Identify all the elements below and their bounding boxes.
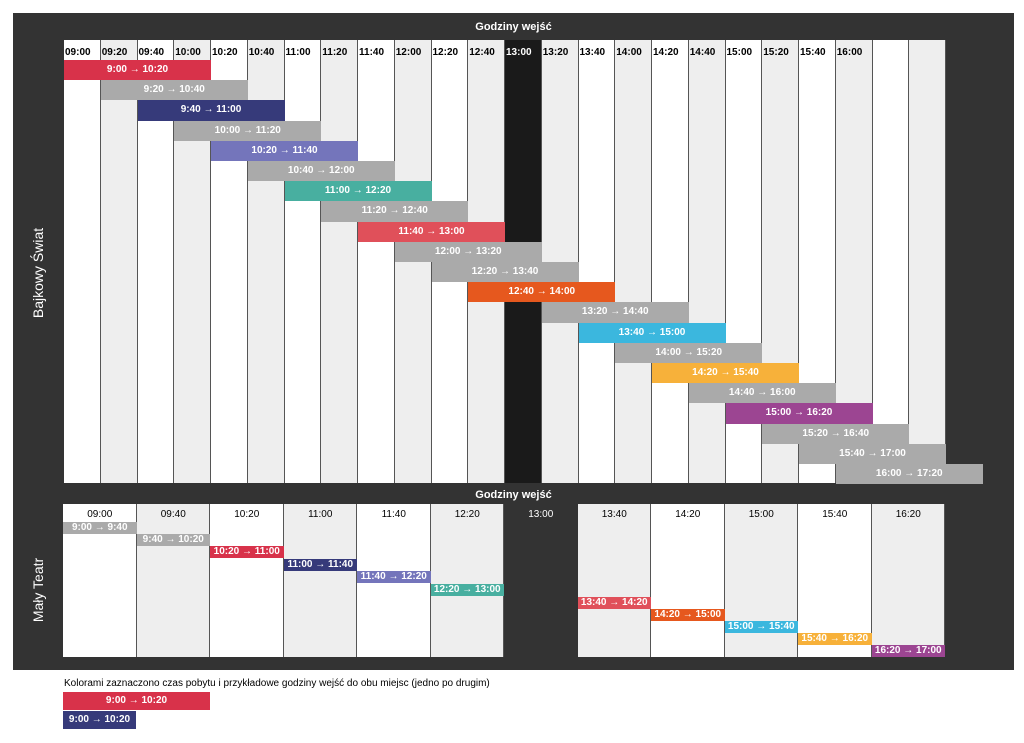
top-side-label: Bajkowy Świat <box>30 227 46 319</box>
top-column <box>541 40 579 483</box>
top-visit-bar: 15:20 → 16:40 <box>762 423 910 444</box>
top-column-header: 12:20 <box>432 47 459 58</box>
top-column <box>64 40 101 483</box>
bottom-column-header: 09:40 <box>160 509 186 520</box>
bottom-column-header: 12:20 <box>454 509 480 520</box>
top-column-header: 12:00 <box>395 47 422 58</box>
bottom-visit-bar: 12:20 → 13:00 <box>430 584 504 597</box>
top-column <box>321 40 358 483</box>
top-visit-bar: 13:40 → 15:00 <box>578 322 726 343</box>
top-column <box>284 40 322 483</box>
bottom-column <box>651 504 725 657</box>
top-column-header: 09:20 <box>101 47 128 58</box>
top-column-header: 09:40 <box>138 47 165 58</box>
top-column <box>909 40 946 483</box>
top-visit-bar: 10:40 → 12:00 <box>247 161 395 182</box>
top-visit-bar: 11:20 → 12:40 <box>321 201 469 222</box>
top-column-header: 13:00 <box>506 47 532 58</box>
top-column <box>578 40 616 483</box>
top-column-header: 11:00 <box>285 47 311 58</box>
top-column-header: 10:20 <box>212 47 238 58</box>
top-column <box>688 40 726 483</box>
top-visit-bar: 11:40 → 13:00 <box>358 221 505 242</box>
bottom-visit-bar: 13:40 → 14:20 <box>577 597 651 610</box>
bottom-column <box>798 504 872 657</box>
bottom-column-header: 11:40 <box>381 509 406 520</box>
top-visit-bar: 14:40 → 16:00 <box>688 383 836 404</box>
bottom-panel-title: Godziny wejść <box>475 489 552 501</box>
top-column-header: 14:20 <box>653 47 679 58</box>
top-visit-bar: 9:20 → 10:40 <box>100 80 248 101</box>
top-column-header: 11:20 <box>322 47 348 58</box>
maly-teatr-panel: Godziny wejść Mały Teatr 09:00 09:40 10:20… <box>13 489 1014 670</box>
top-visit-bar: 9:00 → 10:20 <box>64 60 211 81</box>
top-column <box>615 40 652 483</box>
bottom-column-header: 14:20 <box>675 509 701 520</box>
top-visit-bar: 12:20 → 13:40 <box>431 262 579 283</box>
bottom-column <box>577 504 651 657</box>
top-column-header: 10:40 <box>248 47 275 58</box>
bottom-visit-bar: 14:20 → 15:00 <box>651 609 725 622</box>
top-visit-bar: 12:00 → 13:20 <box>394 241 542 262</box>
bottom-column <box>724 504 798 657</box>
bajkowy-swiat-panel: Godziny wejść Bajkowy Świat 09:00 09:20 09… <box>13 13 1014 490</box>
bottom-column-header: 16:20 <box>895 509 921 520</box>
legend-sample-bar: 9:00 → 10:20 <box>63 692 210 710</box>
bottom-column-header: 13:00 <box>528 509 554 520</box>
bottom-column-header: 09:00 <box>87 509 113 520</box>
top-column-header: 10:00 <box>175 47 201 58</box>
top-column-header: 13:20 <box>542 47 569 58</box>
top-visit-bar: 11:00 → 12:20 <box>284 181 432 202</box>
top-column-header: 14:40 <box>689 47 716 58</box>
top-panel-title: Godziny wejść <box>475 21 552 33</box>
bottom-visit-bar: 16:20 → 17:00 <box>871 645 945 658</box>
top-visit-bar: 15:40 → 17:00 <box>799 443 946 464</box>
bottom-visit-bar: 15:40 → 16:20 <box>798 633 872 646</box>
bottom-visit-bar: 15:00 → 15:40 <box>724 621 798 634</box>
top-column-header: 15:40 <box>800 47 826 58</box>
top-visit-bar: 14:00 → 15:20 <box>615 342 763 363</box>
top-visit-bar: 15:00 → 16:20 <box>725 403 873 424</box>
top-visit-bar: 14:20 → 15:40 <box>652 363 799 384</box>
top-column <box>652 40 689 483</box>
top-visit-bar: 10:00 → 11:20 <box>174 120 322 141</box>
bottom-visit-bar: 11:00 → 11:40 <box>283 559 357 572</box>
top-column <box>358 40 395 483</box>
bottom-column <box>136 504 210 657</box>
bottom-column-header: 10:20 <box>234 509 260 520</box>
bottom-column <box>283 504 357 657</box>
top-visit-bar: 13:20 → 14:40 <box>541 302 689 323</box>
legend-sample-bar: 9:00 → 10:20 <box>63 711 136 729</box>
bottom-visit-bar: 9:40 → 10:20 <box>136 534 210 547</box>
bottom-column <box>210 504 284 657</box>
top-column-header: 12:40 <box>469 47 495 58</box>
legend-caption: Kolorami zaznaczono czas pobytu i przykł… <box>64 678 490 689</box>
top-visit-bar: 16:00 → 17:20 <box>835 464 983 485</box>
top-column-header: 11:40 <box>359 47 385 58</box>
bottom-column-header: 13:40 <box>601 509 627 520</box>
bottom-column-header: 11:00 <box>308 509 333 520</box>
bottom-visit-bar: 11:40 → 12:20 <box>357 571 431 584</box>
top-visit-bar: 9:40 → 11:00 <box>137 100 285 121</box>
top-column-header: 13:40 <box>579 47 606 58</box>
bottom-visit-bar: 10:20 → 11:00 <box>210 546 284 559</box>
bottom-column-header: 15:40 <box>822 509 848 520</box>
top-visit-bar: 12:40 → 14:00 <box>468 282 616 303</box>
top-column-header: 15:00 <box>726 47 753 58</box>
top-column-header: 14:00 <box>616 47 642 58</box>
top-column-header: 15:20 <box>763 47 789 58</box>
top-column-header: 16:00 <box>836 47 863 58</box>
top-column-header: 09:00 <box>65 47 91 58</box>
top-column <box>872 40 910 483</box>
bottom-column-header: 15:00 <box>748 509 774 520</box>
bottom-visit-bar: 9:00 → 9:40 <box>63 522 137 535</box>
bottom-side-label: Mały Teatr <box>30 557 46 623</box>
top-column <box>100 40 138 483</box>
top-visit-bar: 10:20 → 11:40 <box>211 140 358 161</box>
bottom-column <box>871 504 945 657</box>
bottom-column <box>430 504 504 657</box>
